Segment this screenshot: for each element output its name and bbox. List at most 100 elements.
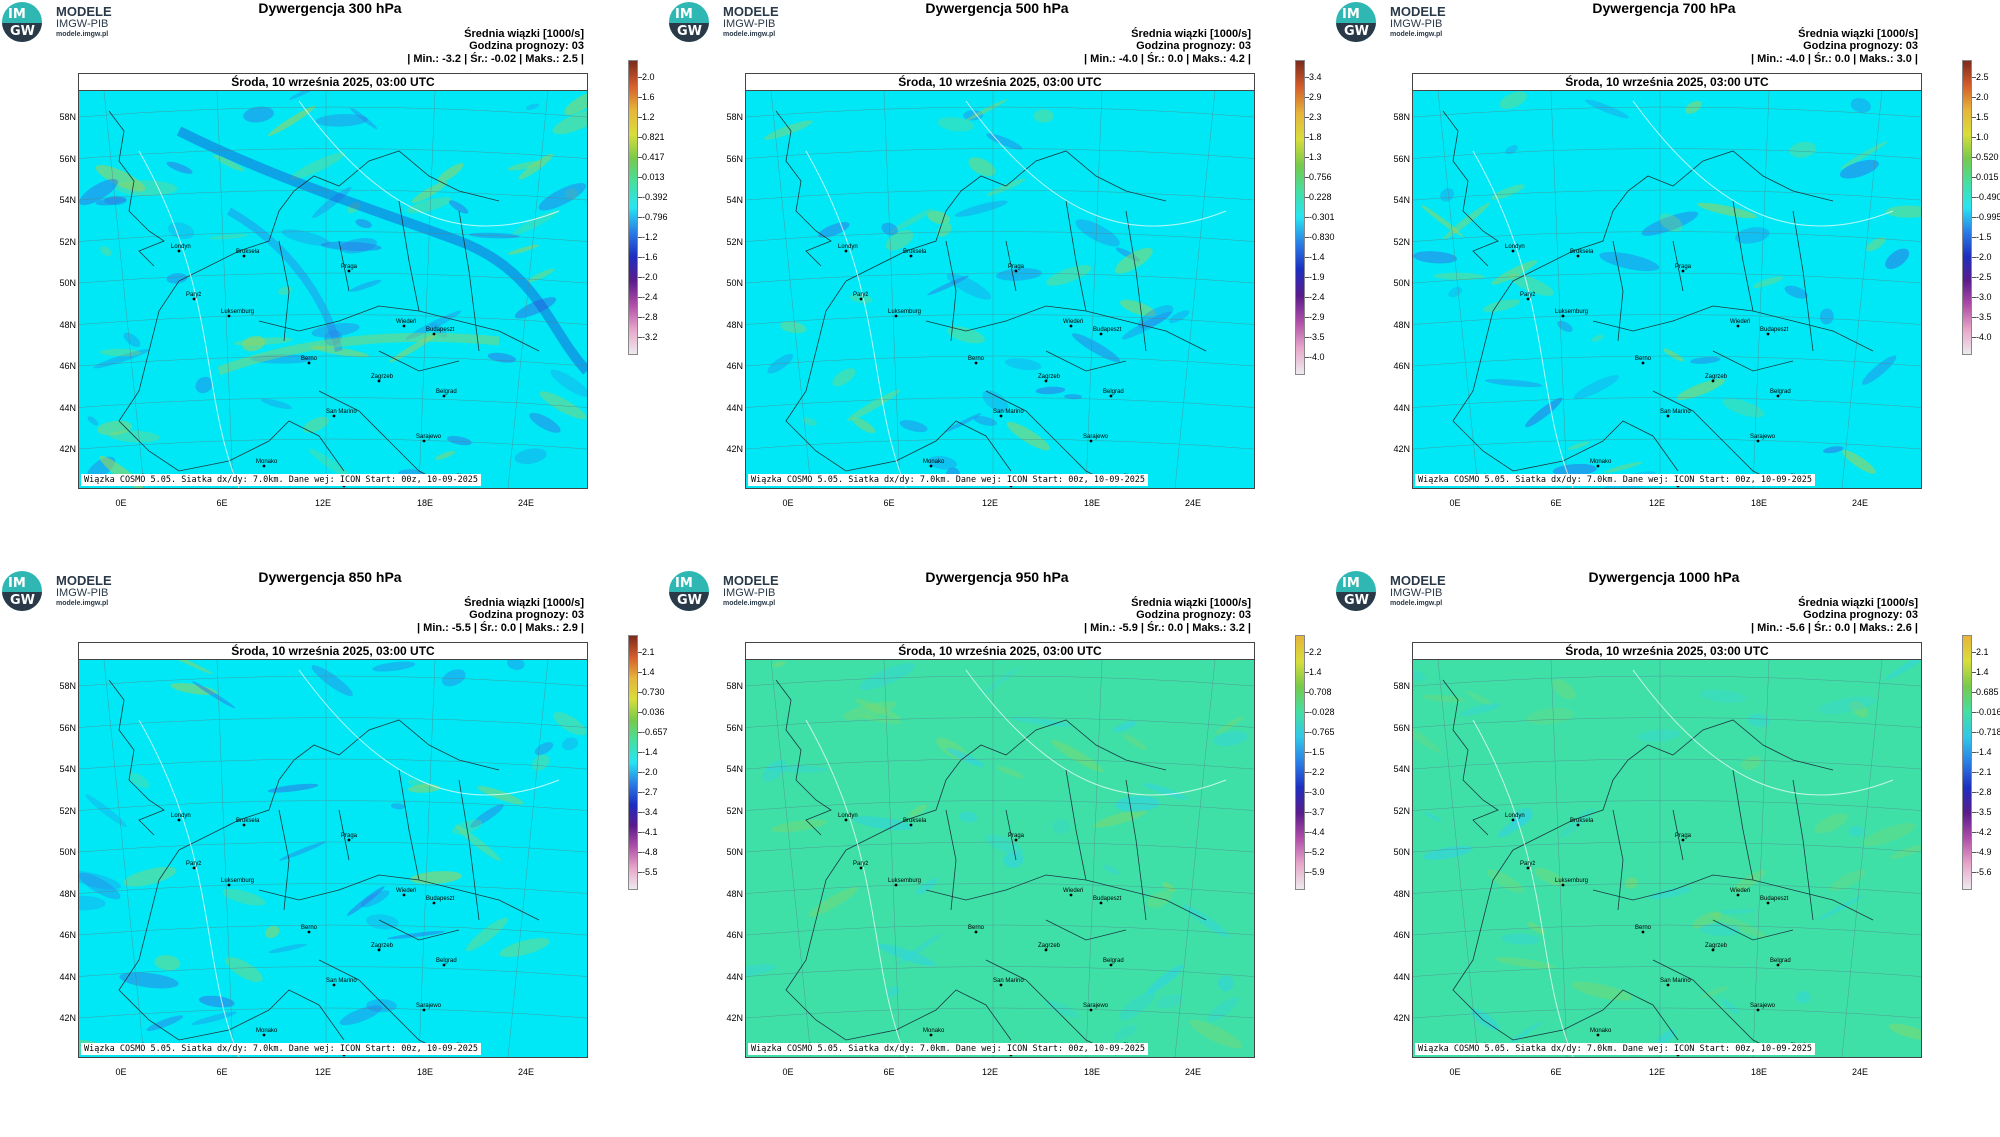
lat-label: 52N (59, 236, 76, 247)
city-label: Budapeszt (426, 896, 455, 902)
lon-label: 0E (782, 1067, 794, 1077)
city-marker (1666, 983, 1670, 987)
lon-label: 24E (1851, 498, 1868, 508)
lat-label: 44N (59, 971, 76, 982)
lon-label: 12E (314, 1067, 331, 1077)
colorbar-label: 2.3 (1309, 112, 1322, 122)
lon-label: 24E (1184, 1067, 1201, 1077)
colorbar-label: -4.4 (1309, 827, 1325, 837)
logo-badge-top: IM (1342, 576, 1360, 591)
logo-badge-bottom-bg: GW (1336, 592, 1376, 611)
city-label: Monako (256, 1028, 278, 1034)
city-marker (929, 1033, 933, 1037)
colorbar-tick (1972, 712, 1976, 713)
lat-label: 50N (1393, 847, 1410, 857)
city-marker (1089, 439, 1093, 443)
colorbar-tick (638, 792, 642, 793)
map-frame: Środa, 10 września 2025, 03:00 UTC Londyn… (56, 642, 588, 1058)
divergence-map: Londyn Bruksela Paryż Luksemburg Praga Wiedeń… (745, 90, 1255, 489)
city-marker (332, 983, 336, 987)
lat-label: 54N (726, 764, 743, 774)
logo-line2: IMGW-PIB (723, 587, 776, 599)
lat-label: 42N (59, 444, 76, 454)
colorbar-label: 0.013 (642, 172, 665, 182)
map-frame: Środa, 10 września 2025, 03:00 UTC Londyn… (745, 73, 1255, 489)
colorbar-tick (1305, 732, 1309, 733)
logo-badge-top: IM (1342, 7, 1360, 22)
city-label: Bruksela (1570, 249, 1594, 255)
lon-label: 6E (883, 498, 895, 508)
model-credit: Wiązka COSMO 5.05. Siatka dx/dy: 7.0km. … (748, 1043, 1149, 1055)
colorbar-tick (1305, 177, 1309, 178)
logo-line1: MODELE (723, 4, 779, 19)
city-label: Monako (1590, 1028, 1612, 1034)
lon-label: 6E (216, 498, 228, 508)
imgw-logo: IM GW MODELE IMGW-PIB modele.imgw.pl (2, 2, 122, 46)
forecast-panel: IM GW MODELE IMGW-PIB modele.imgw.pl Dywergen… (0, 569, 668, 1137)
lat-label: 46N (59, 361, 76, 371)
city-label: Praga (341, 264, 358, 270)
city-marker (177, 818, 181, 822)
logo-line2: IMGW-PIB (1390, 18, 1443, 30)
lat-label: 42N (726, 444, 743, 454)
colorbar-label: -1.5 (1976, 232, 1992, 242)
city-marker (1766, 332, 1770, 336)
date-bar: Środa, 10 września 2025, 03:00 UTC (746, 643, 1254, 660)
colorbar-label: 0.821 (642, 132, 665, 142)
divergence-map-svg: Londyn Bruksela Paryż Luksemburg Praga Wiedeń… (721, 659, 1255, 1058)
colorbar-tick (638, 97, 642, 98)
city-label: Paryż (186, 292, 201, 298)
colorbar-label: 2.1 (642, 647, 655, 657)
colorbar-label: -1.4 (642, 747, 658, 757)
colorbar-label: -2.8 (642, 312, 658, 322)
divergence-map-svg: Londyn Bruksela Paryż Luksemburg Praga Wiedeń… (56, 647, 588, 1058)
city-marker (442, 963, 446, 967)
colorbar-tick (638, 652, 642, 653)
logo-badge-top: IM (675, 7, 693, 22)
colorbar-label: -0.995 (1976, 212, 2000, 222)
city-label: Praga (1008, 264, 1025, 270)
city-marker (227, 883, 231, 887)
city-marker (1576, 254, 1580, 258)
city-label: Budapeszt (1093, 327, 1122, 333)
city-label: Londyn (1505, 813, 1525, 819)
logo-badge-bottom-bg: GW (669, 23, 709, 42)
city-marker (859, 866, 863, 870)
city-label: Wiedeń (396, 319, 416, 325)
city-marker (262, 464, 266, 468)
logo-badge-top: IM (8, 576, 26, 591)
imgw-logo-badge: IM GW (2, 571, 42, 611)
lon-label: 18E (416, 1067, 433, 1077)
info-block: Średnia wiązki [1000/s] Godzina prognozy:… (464, 28, 584, 52)
city-label: Bruksela (903, 818, 927, 824)
colorbar-label: -5.6 (1976, 867, 1992, 877)
city-marker (1766, 901, 1770, 905)
map-frame: Środa, 10 września 2025, 03:00 UTC Londyn… (1412, 73, 1931, 498)
colorbar-tick (1305, 257, 1309, 258)
forecast-hour: Godzina prognozy: 03 (1803, 40, 1918, 52)
city-label: Budapeszt (1093, 896, 1122, 902)
city-marker (442, 394, 446, 398)
colorbar-label: 0.730 (642, 687, 665, 697)
date-bar: Środa, 10 września 2025, 03:00 UTC (746, 74, 1254, 91)
colorbar-label: -4.0 (1309, 352, 1325, 362)
city-marker (347, 838, 351, 842)
colorbar-tick (638, 772, 642, 773)
colorbar-label: -1.4 (1976, 747, 1992, 757)
city-label: Bruksela (236, 818, 260, 824)
colorbar-tick (1305, 317, 1309, 318)
imgw-logo-badge: IM GW (1336, 2, 1376, 42)
lat-label: 44N (726, 402, 743, 413)
lat-label: 56N (1393, 153, 1410, 164)
colorbar-label: -1.5 (1309, 747, 1325, 757)
imgw-logo: IM GW MODELE IMGW-PIB modele.imgw.pl (1336, 2, 1456, 46)
city-label: Monako (1590, 459, 1612, 465)
colorbar-tick (638, 197, 642, 198)
colorbar-tick (638, 257, 642, 258)
colorbar-label: -2.5 (1976, 272, 1992, 282)
lat-label: 54N (1393, 195, 1410, 205)
date-bar: Środa, 10 września 2025, 03:00 UTC (1413, 643, 1921, 660)
lat-label: 50N (726, 847, 743, 857)
lon-label: 12E (981, 498, 998, 508)
lon-label: 12E (314, 498, 331, 508)
